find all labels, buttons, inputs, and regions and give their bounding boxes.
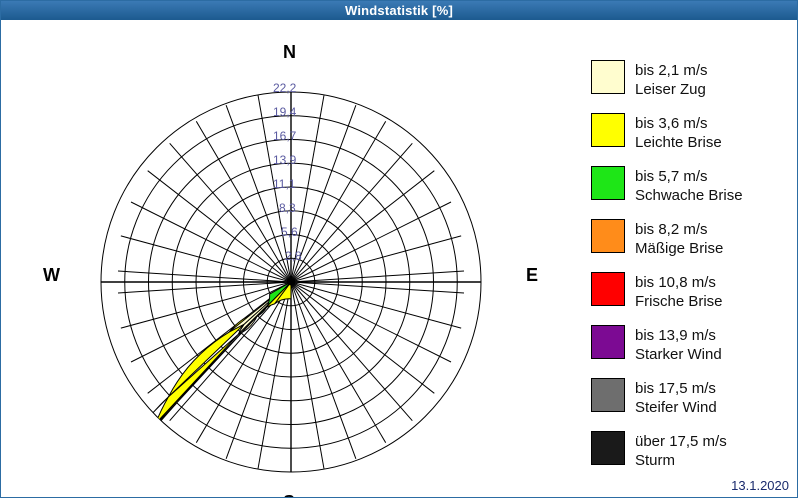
legend-text-steifer-wind: bis 17,5 m/s Steifer Wind bbox=[635, 378, 717, 417]
svg-text:19,4: 19,4 bbox=[273, 105, 297, 119]
svg-text:22,2: 22,2 bbox=[273, 81, 297, 95]
wind-petals bbox=[138, 282, 291, 444]
legend-swatch-leiser-zug bbox=[591, 60, 625, 94]
title-bar: Windstatistik [%] bbox=[1, 1, 797, 20]
svg-text:8,3: 8,3 bbox=[279, 201, 296, 215]
rose-center-point bbox=[288, 279, 295, 286]
legend-text-schwache-brise: bis 5,7 m/s Schwache Brise bbox=[635, 166, 743, 205]
legend-item-frische-brise: bis 10,8 m/s Frische Brise bbox=[591, 272, 791, 311]
legend-text-leichte-brise: bis 3,6 m/s Leichte Brise bbox=[635, 113, 722, 152]
legend-text-frische-brise: bis 10,8 m/s Frische Brise bbox=[635, 272, 723, 311]
svg-text:13,9: 13,9 bbox=[273, 153, 297, 167]
legend-item-starker-wind: bis 13,9 m/s Starker Wind bbox=[591, 325, 791, 364]
legend-item-schwache-brise: bis 5,7 m/s Schwache Brise bbox=[591, 166, 791, 205]
date-stamp: 13.1.2020 bbox=[731, 478, 789, 493]
legend-swatch-steifer-wind bbox=[591, 378, 625, 412]
legend-item-leichte-brise: bis 3,6 m/s Leichte Brise bbox=[591, 113, 791, 152]
legend-swatch-sturm bbox=[591, 431, 625, 465]
legend-text-starker-wind: bis 13,9 m/s Starker Wind bbox=[635, 325, 722, 364]
legend-item-maessige-brise: bis 8,2 m/s Mäßige Brise bbox=[591, 219, 791, 258]
svg-text:11,1: 11,1 bbox=[273, 177, 296, 191]
legend-swatch-maessige-brise bbox=[591, 219, 625, 253]
legend-swatch-starker-wind bbox=[591, 325, 625, 359]
radial-tick-labels: 2,8 5,6 8,3 11,1 13,9 16,7 19,4 22,2 bbox=[273, 81, 302, 263]
legend-panel: bis 2,1 m/s Leiser Zug bis 3,6 m/s Leich… bbox=[591, 60, 791, 484]
legend-swatch-schwache-brise bbox=[591, 166, 625, 200]
legend-item-sturm: über 17,5 m/s Sturm bbox=[591, 431, 791, 470]
svg-text:2,8: 2,8 bbox=[285, 249, 302, 263]
legend-swatch-leichte-brise bbox=[591, 113, 625, 147]
legend-item-steifer-wind: bis 17,5 m/s Steifer Wind bbox=[591, 378, 791, 417]
legend-item-leiser-zug: bis 2,1 m/s Leiser Zug bbox=[591, 60, 791, 99]
legend-swatch-frische-brise bbox=[591, 272, 625, 306]
window-title: Windstatistik [%] bbox=[345, 3, 453, 18]
chart-body: N S E W bbox=[1, 20, 797, 498]
legend-text-sturm: über 17,5 m/s Sturm bbox=[635, 431, 727, 470]
legend-text-leiser-zug: bis 2,1 m/s Leiser Zug bbox=[635, 60, 708, 99]
svg-text:16,7: 16,7 bbox=[273, 129, 297, 143]
windrose-app: Windstatistik [%] N S E W bbox=[0, 0, 798, 498]
windrose-svg: 2,8 5,6 8,3 11,1 13,9 16,7 19,4 22,2 bbox=[1, 20, 571, 498]
svg-text:5,6: 5,6 bbox=[281, 225, 298, 239]
legend-text-maessige-brise: bis 8,2 m/s Mäßige Brise bbox=[635, 219, 723, 258]
